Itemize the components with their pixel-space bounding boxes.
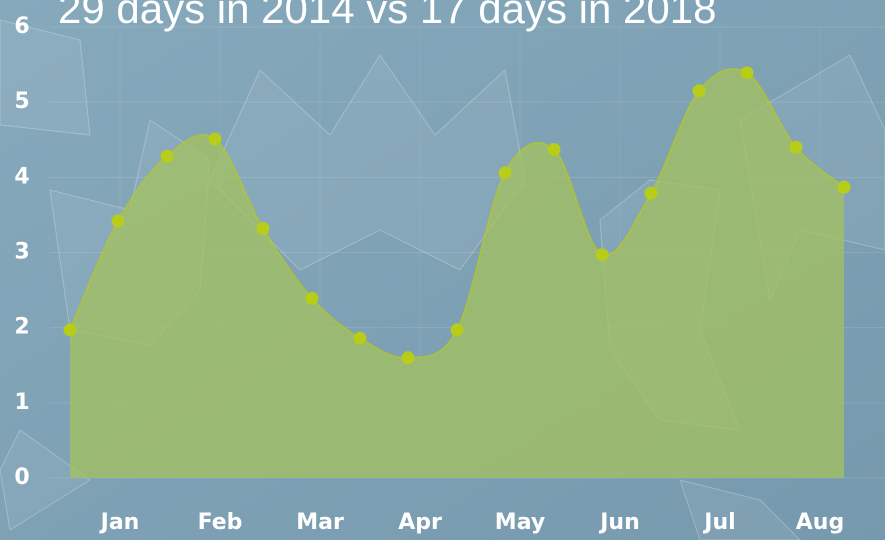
y-tick-label: 0	[14, 465, 29, 490]
point	[64, 323, 77, 336]
point	[790, 141, 803, 154]
y-tick-label: 1	[14, 390, 29, 415]
point	[209, 132, 222, 145]
x-tick-label: Apr	[398, 510, 442, 535]
point	[354, 332, 367, 345]
point	[451, 323, 464, 336]
y-tick-label: 4	[14, 164, 29, 189]
x-tick-label: Feb	[198, 510, 243, 535]
y-tick-label: 5	[14, 89, 29, 114]
y-tick-label: 6	[14, 14, 29, 39]
x-tick-label: May	[495, 510, 545, 535]
point	[257, 222, 270, 235]
point	[112, 214, 125, 227]
point	[741, 66, 754, 79]
point	[306, 292, 319, 305]
point	[161, 150, 174, 163]
y-tick-label: 3	[14, 240, 29, 265]
point	[499, 166, 512, 179]
point	[596, 248, 609, 261]
chart: 29 days in 2014 vs 17 days in 2018 01234…	[0, 0, 885, 540]
point	[693, 84, 706, 97]
y-tick-label: 2	[14, 315, 29, 340]
x-tick-label: Mar	[296, 510, 344, 535]
x-tick-label: Jan	[99, 510, 140, 535]
point	[402, 351, 415, 364]
point	[548, 143, 561, 156]
x-tick-label: Jun	[598, 510, 640, 535]
x-tick-label: Jul	[702, 510, 735, 535]
point	[645, 187, 658, 200]
point	[838, 181, 851, 194]
x-tick-label: Aug	[796, 510, 844, 535]
